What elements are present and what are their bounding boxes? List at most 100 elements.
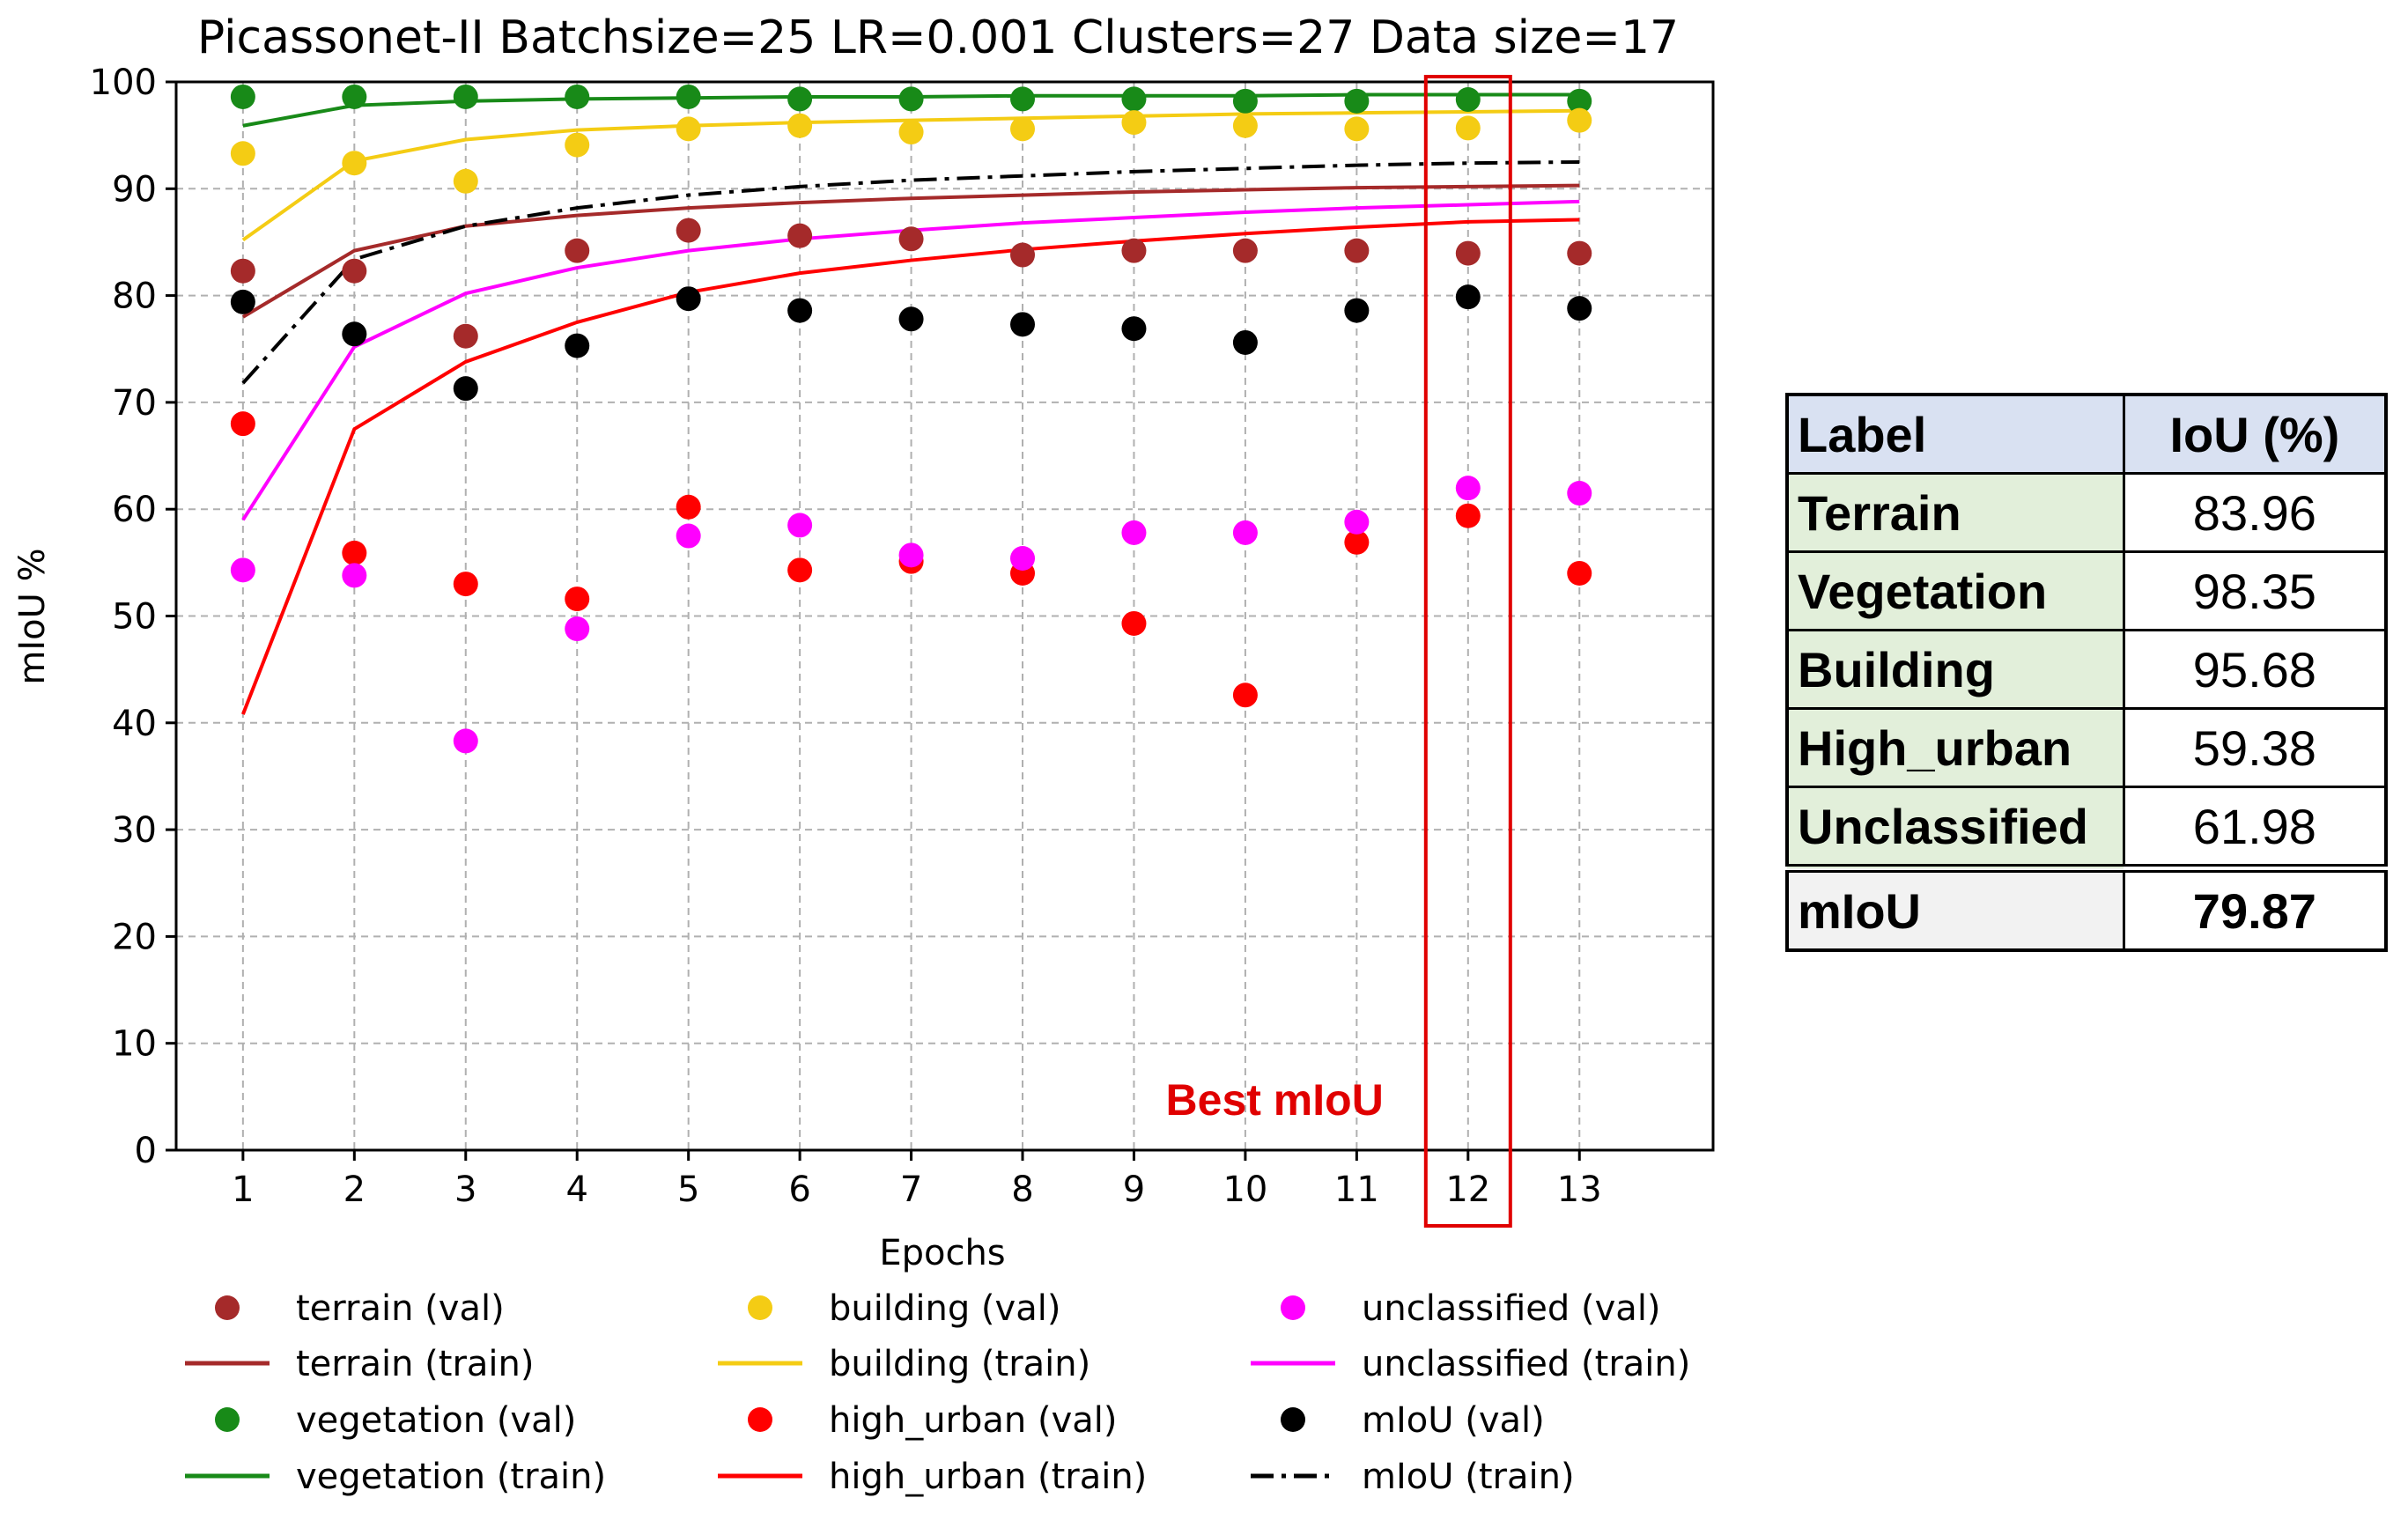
summary-label: mIoU [1785,864,2125,952]
x-tick-label: 11 [1334,1170,1379,1210]
y-tick-label: 40 [112,704,157,744]
data-point-terrain-val [565,238,590,263]
data-point-terrain-val [676,218,701,243]
x-tick-label: 10 [1222,1170,1267,1210]
legend-label: high_urban (val) [829,1400,1117,1441]
data-point-vegetation-val [676,84,701,109]
data-point-vegetation-val [1121,86,1147,112]
data-point-miou-val [898,306,924,332]
table-summary-row: mIoU 79.87 [1785,864,2388,952]
y-tick-label: 90 [112,169,157,210]
legend-label: high_urban (train) [829,1457,1147,1497]
x-tick-label: 4 [565,1170,587,1210]
data-point-terrain-val [453,323,478,349]
grid [176,82,1713,1150]
legend-label: building (train) [829,1344,1090,1384]
data-point-vegetation-val [1344,88,1370,114]
data-point-miou-val [1455,284,1481,310]
data-point-miou-val [676,286,701,312]
data-point-miou-val [565,333,590,358]
data-point-terrain-val [1010,242,1036,268]
x-ticks: 1 2 3 4 5 6 7 8 9 10 11 12 13 [232,1150,1602,1210]
x-tick-label: 13 [1557,1170,1602,1210]
row-label: Unclassified [1785,786,2125,870]
iou-table: Label IoU (%) Terrain 83.96 Vegetation 9… [1785,393,2388,952]
table-header-row: Label IoU (%) [1785,393,2388,475]
row-value: 83.96 [2122,472,2388,553]
data-point-high-urban-val [1567,560,1592,586]
data-point-vegetation-val [1010,86,1036,112]
legend-swatch-marker [748,1407,772,1432]
data-point-building-val [565,132,590,158]
data-point-unclassified-val [676,523,701,549]
data-point-terrain-val [1567,240,1592,266]
y-tick-label: 50 [112,597,157,638]
data-point-vegetation-val [1455,87,1481,113]
x-tick-label: 12 [1445,1170,1490,1210]
legend-label: unclassified (val) [1362,1288,1661,1329]
data-point-miou-val [342,321,367,347]
data-point-high-urban-val [1232,683,1258,708]
row-value: 98.35 [2122,550,2388,631]
data-point-terrain-val [230,258,255,284]
data-point-high-urban-val [342,540,367,565]
legend-swatch-marker [1281,1295,1305,1320]
data-point-terrain-val [342,258,367,284]
table-row: Vegetation 98.35 [1785,550,2388,631]
x-tick-label: 9 [1123,1170,1145,1210]
data-point-vegetation-val [787,86,813,112]
data-point-high-urban-val [787,557,813,583]
data-point-building-val [676,116,701,142]
y-tick-label: 30 [112,810,157,851]
data-point-miou-val [1232,329,1258,355]
row-value: 59.38 [2122,707,2388,788]
legend-swatch-marker [215,1295,240,1320]
data-point-building-val [453,168,478,194]
data-point-unclassified-val [230,557,255,583]
x-tick-label: 3 [454,1170,476,1210]
data-point-building-val [1567,107,1592,133]
data-point-building-val [342,151,367,176]
table-row: Building 95.68 [1785,629,2388,710]
legend-label: mIoU (train) [1362,1457,1575,1497]
data-point-vegetation-val [1232,88,1258,114]
series-line-high-urban-train [241,218,1580,715]
row-label: High_urban [1785,707,2125,788]
data-point-high-urban-val [230,411,255,437]
y-tick-label: 100 [90,63,157,103]
data-point-high-urban-val [1121,610,1147,636]
data-point-miou-val [453,376,478,402]
val-points [230,84,1592,754]
row-label: Building [1785,629,2125,710]
data-point-unclassified-val [787,513,813,538]
best-miou-label: Best mIoU [1166,1075,1384,1125]
legend-label: building (val) [829,1288,1060,1329]
y-axis-label: mIoU % [12,548,53,684]
data-point-terrain-val [1455,240,1481,266]
data-point-building-val [787,113,813,138]
y-tick-label: 0 [135,1131,157,1171]
data-point-unclassified-val [1121,520,1147,545]
legend-label: mIoU (val) [1362,1400,1545,1441]
legend-swatch-marker [748,1295,772,1320]
series-line-terrain-train [241,183,1580,319]
data-point-unclassified-val [1344,509,1370,535]
data-point-high-urban-val [1455,503,1481,528]
data-point-miou-val [1344,298,1370,323]
data-point-building-val [1455,115,1481,141]
data-point-vegetation-val [342,84,367,109]
data-point-building-val [898,120,924,145]
data-point-building-val [1121,110,1147,136]
summary-value: 79.87 [2122,864,2388,952]
x-tick-label: 1 [232,1170,254,1210]
y-tick-label: 60 [112,490,157,530]
data-point-vegetation-val [565,84,590,109]
data-point-unclassified-val [1455,476,1481,501]
data-point-building-val [1010,116,1036,142]
legend-label: vegetation (val) [296,1400,576,1441]
legend-swatch-marker [215,1407,240,1432]
data-point-terrain-val [1344,238,1370,263]
x-axis-label: Epochs [879,1233,1005,1273]
data-point-high-urban-val [565,587,590,612]
